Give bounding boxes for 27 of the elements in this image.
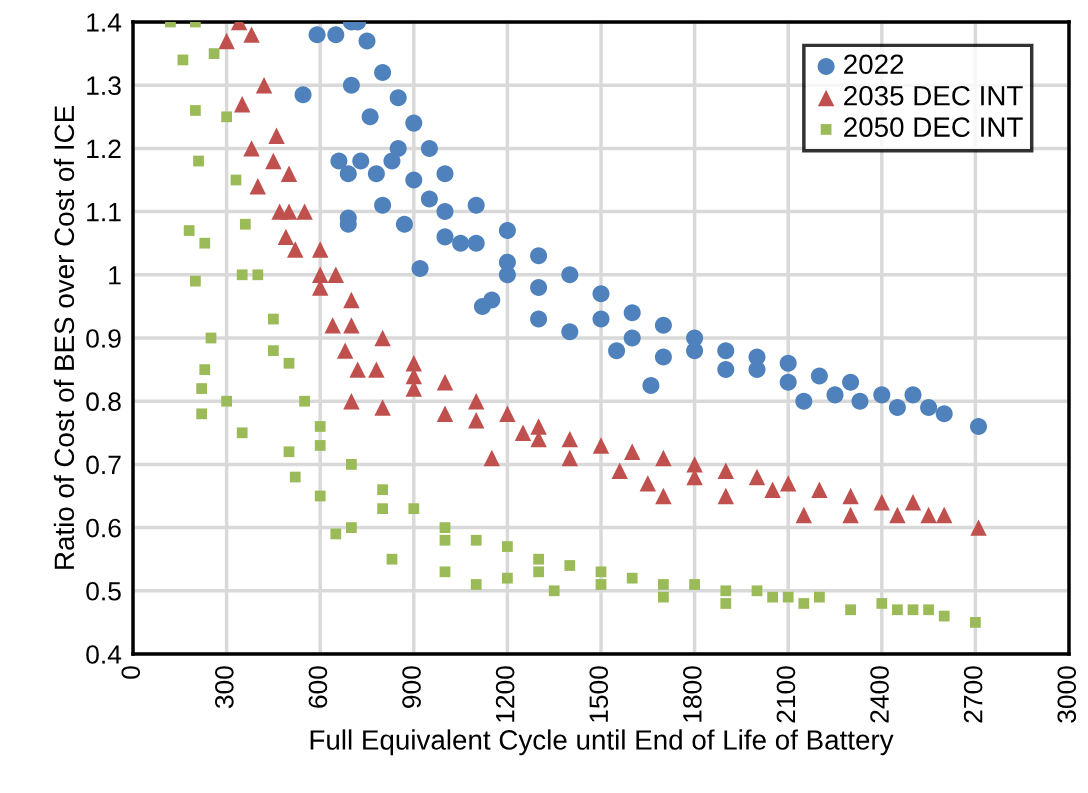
y-tick-label: 1.2 xyxy=(87,139,121,158)
x-tick-label: 1200 xyxy=(495,666,515,722)
legend-label: 2035 DEC INT xyxy=(844,85,1023,106)
x-tick-label: 1800 xyxy=(683,666,702,722)
y-tick-label: 1.4 xyxy=(87,13,122,32)
x-axis-title: Full Equivalent Cycle until End of Life of Battery xyxy=(310,729,894,756)
y-tick-label: 0.9 xyxy=(86,329,121,348)
x-tick-label: 2700 xyxy=(963,666,983,723)
legend-label: 2022 xyxy=(844,54,904,75)
y-tick-label: 1.3 xyxy=(87,76,121,96)
x-tick-label: 300 xyxy=(215,666,234,709)
legend-label: 2050 DEC INT xyxy=(844,117,1023,138)
y-tick-label: 0.5 xyxy=(86,581,121,601)
y-tick-label: 1.1 xyxy=(87,203,121,222)
x-tick-label: 0 xyxy=(121,666,141,679)
x-tick-label: 3000 xyxy=(1057,666,1077,723)
y-tick-label: 1 xyxy=(109,266,121,285)
x-tick-label: 900 xyxy=(402,666,421,708)
y-tick-label: 0.8 xyxy=(86,392,121,412)
y-tick-label: 0.6 xyxy=(86,518,121,538)
x-tick-label: 2400 xyxy=(870,666,889,723)
x-tick-label: 1500 xyxy=(589,666,609,722)
x-tick-label: 600 xyxy=(308,666,328,708)
y-tick-label: 0.7 xyxy=(86,455,121,475)
x-tick-label: 2100 xyxy=(776,666,796,723)
y-axis-title: Ratio of Cost of BES over Cost of ICE xyxy=(53,106,75,569)
y-tick-label: 0.4 xyxy=(86,645,122,664)
